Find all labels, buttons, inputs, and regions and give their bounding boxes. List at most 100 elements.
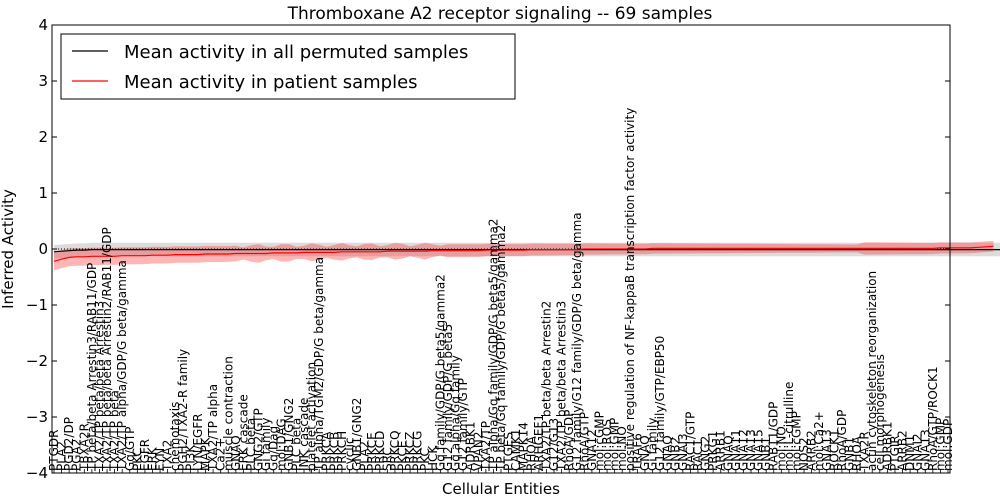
y-axis: −4 −3 −2 −1 0 1 2 3 4 (26, 16, 950, 482)
legend-label-permuted: Mean activity in all permuted samples (124, 42, 468, 63)
x-tick-label: PRKCB (327, 432, 341, 471)
x-tick-label: GNAQ (638, 435, 652, 471)
y-tick-label: 4 (38, 16, 48, 34)
x-tick-label: RAC1 (691, 439, 705, 471)
x-tick-label: mol:DAG (274, 418, 288, 471)
x-tick-label: PRKCD (373, 431, 387, 471)
x-tick-label: PGH2/TXA2-R family (176, 349, 190, 471)
x-tick-label: PLC beta (244, 418, 258, 471)
x-tick-label: PRKCE (365, 432, 379, 471)
x-tick-label: PRKCH (335, 431, 349, 471)
x-tick-label: PGD2/DP (62, 417, 76, 471)
x-tick-label: DNM1 (903, 435, 917, 471)
x-tick-label: mol:cGMP (790, 411, 804, 471)
x-tick-label: ROCK1 (827, 429, 841, 471)
x-tick-label: mol:ROS (600, 419, 614, 471)
x-tick-label: ADRBK1 (880, 421, 894, 471)
x-tick-label: PTGES (502, 432, 516, 471)
x-tick-label: TXA2/TP beta (108, 390, 122, 472)
x-tick-label: GNA13 (918, 429, 932, 471)
legend-box (60, 33, 516, 100)
series-line-patient (53, 245, 994, 262)
x-tick-label: Gq family/GDP/G beta5/gamma2 (433, 274, 447, 471)
x-tick-label: TXA2R (858, 431, 872, 472)
x-tick-label: PKCE (396, 441, 410, 471)
x-tick-label: TBXA2R (77, 423, 91, 472)
x-tick-label: mol:Ca2+ (812, 411, 826, 471)
x-tick-label: GNAQ (721, 435, 735, 471)
x-tick-label: ARRB2 (896, 430, 910, 471)
x-tick-label: GNB2 (668, 437, 682, 471)
x-tick-label: mol:GMP (933, 418, 947, 471)
legend: Mean activity in all permuted samples Me… (60, 33, 516, 100)
x-tick-label: PRKG1 (706, 431, 720, 471)
x-tick-label: GNA11 (729, 429, 743, 471)
x-tick-label: GNB1/GNG2 (350, 398, 364, 471)
x-tick-label: TP alpha/TGM2/GDP/G beta/gamma (312, 257, 326, 472)
x-tick-label: SRC (380, 447, 394, 471)
x-tick-label: actin cytoskeleton reorganization (865, 271, 879, 471)
x-tick-label: mol:NO (615, 426, 629, 471)
x-axis-label: Cellular Entities (442, 480, 560, 498)
x-tick-label: Gi family (646, 418, 660, 471)
x-tick-label: CAMK1 (509, 429, 523, 471)
permuted-spread-band (54, 242, 1000, 259)
x-tick-label: ERK (146, 446, 160, 471)
x-tick-label: TXA2/TP beta/beta Arrestin2/RAB11/GDP (100, 227, 114, 472)
x-tick-label: cyclic (343, 437, 357, 471)
y-tick-label: 0 (38, 240, 48, 258)
x-tick-label: GNG2/GTP (252, 408, 266, 471)
x-tick-label: GNAI3 (676, 433, 690, 471)
x-tick-label: ARRB1 (714, 430, 728, 471)
x-tick-label: TRAF6 (630, 433, 644, 472)
x-tick-label: G12/G13 (547, 418, 561, 471)
x-tick-label: ADRBK1 (464, 421, 478, 471)
x-tick-label: PLA2 (55, 441, 69, 471)
y-tick-label: 3 (38, 72, 48, 90)
x-tick-label: GNAI2 (911, 433, 925, 471)
y-tick-label: 1 (38, 184, 48, 202)
x-tick-label: GNA13 (744, 429, 758, 471)
x-tick-label: PTGIR (888, 435, 902, 471)
x-tick-label: PTGDR (47, 430, 61, 471)
x-tick-label: ARRB2 (805, 430, 819, 471)
y-tick-label: −4 (26, 464, 48, 482)
x-tick-label: mol:GDP (941, 419, 955, 471)
y-tick-label: −3 (26, 408, 48, 426)
plot-frame (51, 24, 951, 474)
x-tick-label: GNB1/GNG2 (282, 398, 296, 471)
x-tick-label: PRKCQ (388, 430, 402, 471)
x-tick-label: Gq/Dag (267, 426, 281, 471)
x-tick-label: PRKCG (411, 431, 425, 471)
x-tick-label: RhoA/GDP (835, 410, 849, 471)
x-tick-label: HCK (426, 445, 440, 471)
x-tick-label: RHOA (850, 435, 864, 471)
x-tick-label: LYN/EGFR (191, 413, 205, 471)
x-tick-label: GNB1 (843, 437, 857, 471)
x-tick-label: ERK cascade (236, 394, 250, 471)
x-tick-label: Gq/GTP (123, 427, 137, 471)
y-tick-label: 2 (38, 128, 48, 146)
x-tick-label: TXA2/TP beta/beta Arrestin3 (93, 301, 107, 472)
x-tick-label: G12 family/G12 family/GDP/G beta/gamma (570, 212, 584, 471)
x-tick-label: GNG2 (699, 436, 713, 471)
x-tick-label: NOS2 (797, 437, 811, 471)
y-tick-label: −2 (26, 352, 48, 370)
x-tick-label: RAC1/GTP (683, 412, 697, 471)
x-tick-label: PKC (418, 448, 432, 471)
x-tick-label: TP alpha/Gq family/GDP/G beta5/gamma2 (486, 218, 500, 472)
x-tick-label: mol:cGMP (593, 411, 607, 471)
x-tick-label: MAPK (199, 436, 213, 471)
x-tick-label: VPAN2 (471, 432, 485, 472)
x-tick-label: GNA13 (820, 429, 834, 471)
x-tick-label: GNAQ (661, 435, 675, 471)
x-tick-label: mol:L-citrulline (782, 382, 796, 471)
y-axis-label: Inferred Activity (0, 189, 17, 309)
x-tick-label: GNA12 (585, 429, 599, 471)
x-tick-label: Gi family (259, 418, 273, 471)
x-tick-label: PGA2 (70, 439, 84, 471)
x-tick-label: JNK cascade (297, 398, 311, 472)
x-tick-label: Ca2+ (214, 438, 228, 471)
